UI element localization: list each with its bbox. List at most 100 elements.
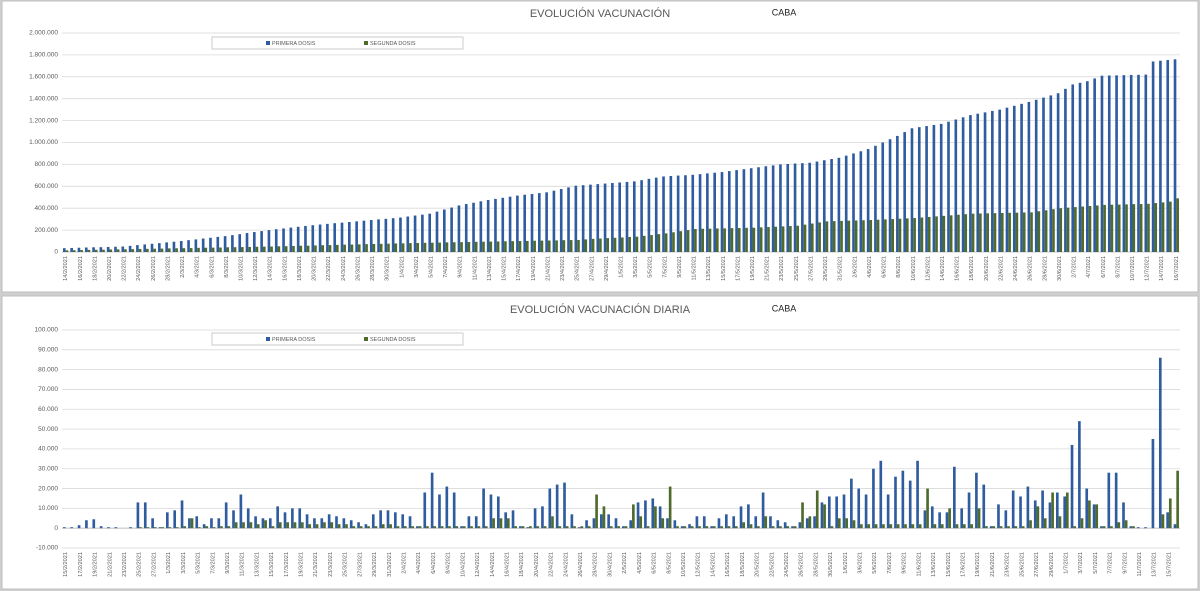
bar — [779, 526, 782, 529]
bar — [70, 527, 74, 529]
bar — [435, 211, 439, 252]
bar — [72, 250, 76, 252]
bar — [1048, 502, 1052, 529]
bar — [635, 236, 639, 252]
bar — [467, 242, 471, 252]
bar — [482, 241, 485, 252]
bar — [182, 248, 186, 252]
bar — [401, 514, 405, 529]
x-tick-label: 2/3/2021 — [180, 256, 186, 278]
bar — [450, 207, 453, 252]
bar — [387, 243, 390, 252]
bar — [837, 518, 841, 529]
bar — [1132, 526, 1135, 529]
bar — [591, 238, 595, 252]
bar — [1004, 510, 1008, 529]
bar — [798, 522, 802, 529]
x-tick-label: 11/3/2021 — [240, 552, 246, 576]
bar — [830, 159, 833, 252]
bar — [139, 527, 142, 529]
legend-label: PRIMERA DOSIS — [272, 41, 316, 47]
bar — [1027, 101, 1031, 252]
bar — [511, 241, 515, 252]
bar — [757, 167, 760, 252]
x-tick-label: 6/6/2021 — [882, 256, 888, 278]
bar — [318, 224, 322, 252]
bar — [993, 213, 997, 252]
bar — [146, 527, 150, 529]
x-tick-label: 21/4/2021 — [545, 256, 551, 281]
bar — [1088, 500, 1091, 529]
bar — [264, 520, 267, 529]
bar — [815, 490, 819, 529]
x-tick-label: 20/5/2021 — [755, 552, 761, 577]
x-tick-label: 8/7/2021 — [1115, 256, 1121, 278]
bar — [1058, 516, 1062, 529]
bar — [1144, 74, 1148, 252]
bar — [669, 176, 673, 252]
bar — [501, 197, 505, 252]
bar — [574, 185, 578, 252]
legend-label: PRIMERA DOSIS — [272, 337, 316, 343]
bar — [371, 514, 375, 529]
bar — [793, 163, 797, 252]
bar — [298, 508, 302, 529]
bar — [161, 527, 164, 529]
bar — [584, 239, 588, 252]
x-tick-label: 31/5/2021 — [838, 256, 844, 281]
bar — [342, 518, 346, 529]
bar — [679, 231, 683, 252]
bar — [1063, 496, 1066, 529]
bar — [223, 236, 227, 252]
bar — [845, 518, 848, 529]
bar — [151, 518, 154, 529]
x-tick-label: 10/6/2021 — [911, 256, 917, 281]
bar — [866, 149, 870, 252]
bar — [1173, 524, 1177, 529]
x-tick-label: 3/6/2021 — [858, 552, 864, 574]
chart-subtitle: CABA — [772, 7, 797, 17]
bar — [330, 522, 334, 529]
x-tick-label: 13/4/2021 — [487, 256, 493, 281]
bar — [85, 520, 88, 529]
bar — [903, 132, 906, 252]
bar — [262, 246, 266, 252]
bar — [516, 195, 519, 252]
bar — [426, 526, 429, 529]
bar — [381, 524, 385, 529]
bar — [379, 243, 383, 252]
bar — [187, 240, 190, 252]
x-tick-label: 19/3/2021 — [299, 552, 305, 577]
bar — [320, 518, 324, 529]
x-tick-label: 16/4/2021 — [504, 552, 510, 577]
bar — [1043, 518, 1047, 529]
bar — [1021, 526, 1025, 529]
bar — [1051, 492, 1054, 529]
bar — [1147, 203, 1150, 252]
x-tick-label: 26/2/2021 — [151, 256, 157, 281]
bar — [1055, 492, 1059, 529]
x-tick-label: 7/6/2021 — [887, 552, 893, 574]
bar — [188, 518, 191, 529]
bar — [276, 506, 279, 529]
bar — [413, 215, 417, 252]
x-tick-label: 26/5/2021 — [799, 552, 805, 577]
bar — [87, 249, 91, 252]
bar — [847, 220, 851, 252]
bar — [683, 526, 687, 529]
bar — [533, 508, 537, 529]
y-tick-label: 200.000 — [35, 227, 59, 234]
bar — [1095, 205, 1099, 252]
x-tick-label: 8/3/2021 — [224, 256, 230, 278]
bar — [477, 526, 481, 529]
bar — [1139, 204, 1143, 252]
x-tick-label: 9/5/2021 — [677, 256, 683, 278]
bar — [585, 520, 588, 529]
bar — [411, 526, 415, 529]
bar — [555, 240, 558, 252]
bar — [124, 249, 127, 252]
bar — [896, 135, 899, 252]
bar — [891, 219, 894, 252]
bar — [474, 241, 478, 252]
y-tick-label: 2.000.000 — [29, 30, 58, 37]
